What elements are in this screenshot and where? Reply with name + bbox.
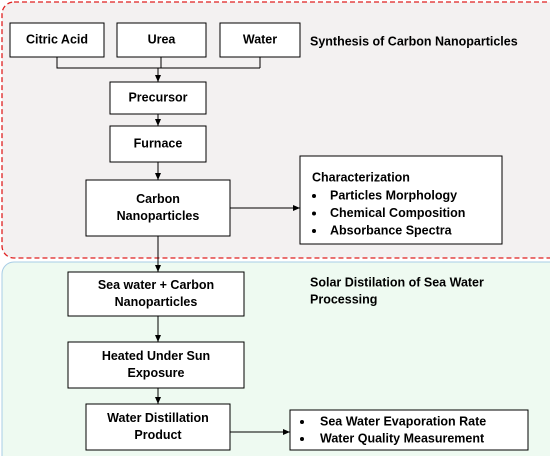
node-box (9, 22, 105, 58)
node-label: Nanoparticles (117, 209, 200, 223)
node-box (85, 403, 231, 451)
bullet (300, 420, 304, 424)
characterization-item: Particles Morphology (330, 188, 457, 202)
bullet (300, 437, 304, 441)
connectors (56, 57, 300, 435)
output-item: Water Quality Measurement (320, 431, 485, 445)
node-label: Nanoparticles (115, 295, 198, 309)
node-box (85, 179, 231, 237)
node-label: Citric Acid (26, 32, 88, 46)
bullet (312, 229, 316, 233)
node-box (67, 341, 245, 389)
characterization-box (299, 155, 503, 245)
node-label: Heated Under Sun (102, 349, 210, 363)
node-label: Urea (148, 32, 177, 46)
node-label: Furnace (134, 136, 183, 150)
node-label: Water Distillation (107, 411, 209, 425)
node-label: Sea water + Carbon (98, 278, 214, 292)
region-title: Synthesis of Carbon Nanoparticles (310, 34, 518, 48)
output-item: Sea Water Evaporation Rate (320, 414, 486, 428)
region-title: Processing (310, 292, 377, 306)
node-label: Carbon (136, 192, 180, 206)
node-box (109, 125, 207, 163)
bullet (312, 211, 316, 216)
node-label: Water (243, 32, 277, 46)
node-label: Exposure (128, 366, 185, 380)
characterization-item: Chemical Composition (330, 206, 465, 220)
characterization-title: Characterization (312, 170, 410, 184)
node-box (67, 271, 245, 317)
outputs-box (289, 409, 529, 451)
region-title: Solar Distilation of Sea Water (310, 275, 484, 289)
node-box (109, 81, 207, 115)
node-box (116, 22, 207, 58)
node-label: Product (134, 428, 182, 442)
node-box (219, 22, 301, 58)
node-label: Precursor (128, 90, 187, 104)
characterization-item: Absorbance Spectra (330, 223, 453, 237)
bullet (312, 194, 316, 198)
